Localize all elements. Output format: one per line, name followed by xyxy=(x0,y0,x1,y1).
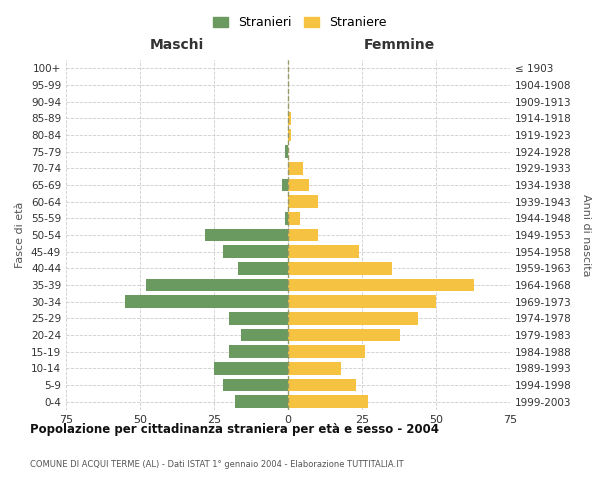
Bar xyxy=(288,162,303,174)
Text: Femmine: Femmine xyxy=(364,38,434,52)
Bar xyxy=(285,146,288,158)
Bar xyxy=(125,296,288,308)
Bar xyxy=(238,262,288,274)
Bar xyxy=(288,396,368,408)
Bar xyxy=(288,212,300,224)
Bar xyxy=(288,346,365,358)
Text: Maschi: Maschi xyxy=(150,38,204,52)
Bar xyxy=(288,329,400,341)
Bar xyxy=(288,262,392,274)
Bar xyxy=(229,312,288,324)
Bar xyxy=(288,229,317,241)
Bar xyxy=(229,346,288,358)
Bar xyxy=(223,379,288,391)
Bar xyxy=(205,229,288,241)
Bar xyxy=(282,179,288,192)
Bar xyxy=(223,246,288,258)
Legend: Stranieri, Straniere: Stranieri, Straniere xyxy=(208,11,392,34)
Y-axis label: Anni di nascita: Anni di nascita xyxy=(581,194,591,276)
Bar xyxy=(288,362,341,374)
Bar xyxy=(285,212,288,224)
Bar xyxy=(288,112,291,124)
Bar xyxy=(214,362,288,374)
Bar xyxy=(288,279,475,291)
Bar xyxy=(288,246,359,258)
Bar xyxy=(288,129,291,141)
Bar xyxy=(288,296,436,308)
Bar xyxy=(241,329,288,341)
Bar xyxy=(288,196,317,208)
Bar xyxy=(288,179,309,192)
Bar xyxy=(288,312,418,324)
Bar xyxy=(235,396,288,408)
Y-axis label: Fasce di età: Fasce di età xyxy=(16,202,25,268)
Bar xyxy=(288,379,356,391)
Text: COMUNE DI ACQUI TERME (AL) - Dati ISTAT 1° gennaio 2004 - Elaborazione TUTTITALI: COMUNE DI ACQUI TERME (AL) - Dati ISTAT … xyxy=(30,460,404,469)
Bar xyxy=(146,279,288,291)
Text: Popolazione per cittadinanza straniera per età e sesso - 2004: Popolazione per cittadinanza straniera p… xyxy=(30,422,439,436)
